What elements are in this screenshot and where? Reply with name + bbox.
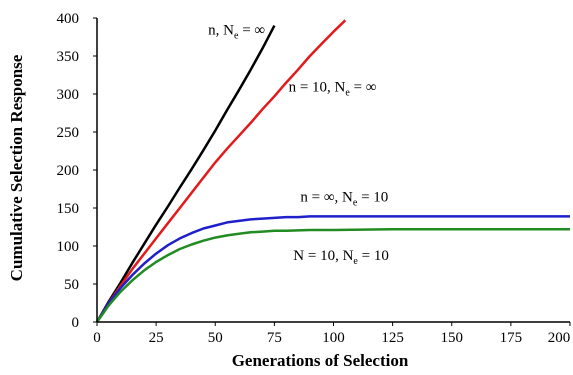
x-tick-label: 175 xyxy=(500,330,523,346)
annotation-layer: n, Ne = ∞ n = 10, Ne = ∞ n = ∞, Ne = 10 N =… xyxy=(208,22,389,267)
y-tick-label: 400 xyxy=(57,11,80,27)
y-tick-label: 350 xyxy=(57,49,80,65)
x-tick-label: 25 xyxy=(149,330,164,346)
x-tick-label: 75 xyxy=(267,330,282,346)
y-axis-title: Cumulative Selection Response xyxy=(7,54,26,281)
x-axis-title: Generations of Selection xyxy=(232,351,409,370)
x-axis-ticks: 0 25 50 75 100 125 150 175 200 xyxy=(93,322,571,346)
y-tick-label: 150 xyxy=(57,201,80,217)
y-tick-label: 300 xyxy=(57,87,80,103)
x-tick-label: 0 xyxy=(93,330,101,346)
y-tick-label: 100 xyxy=(57,239,80,255)
curve-label-4: N = 10, Ne = 10 xyxy=(293,248,389,267)
series-line-4 xyxy=(95,228,570,323)
y-tick-label: 200 xyxy=(57,163,80,179)
series-line-1 xyxy=(95,25,276,323)
series-line-2 xyxy=(95,19,347,323)
curve-label-3: n = ∞, Ne = 10 xyxy=(300,190,388,209)
x-tick-label: 150 xyxy=(441,330,464,346)
x-tick-label: 125 xyxy=(381,330,404,346)
x-tick-label: 100 xyxy=(322,330,345,346)
x-tick-label: 200 xyxy=(548,330,571,346)
curve-label-2: n = 10, Ne = ∞ xyxy=(289,79,377,98)
y-tick-label: 0 xyxy=(72,315,80,331)
y-tick-label: 250 xyxy=(57,125,80,141)
x-tick-label: 50 xyxy=(208,330,223,346)
y-axis-ticks: 0 50 100 150 200 250 300 350 400 xyxy=(57,11,97,331)
y-tick-label: 50 xyxy=(64,277,79,293)
series-layer xyxy=(95,19,570,323)
series-line-3 xyxy=(95,215,570,323)
curve-label-1: n, Ne = ∞ xyxy=(208,22,265,41)
